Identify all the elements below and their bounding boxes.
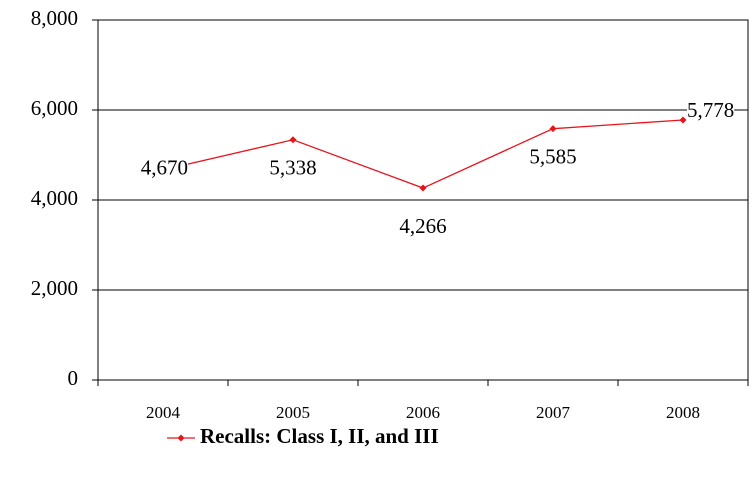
series-line [162,119,684,189]
point [419,184,427,192]
x-tick-label: 2008 [666,403,700,422]
y-tick-label: 2,000 [31,276,78,300]
y-tick-label: 4,000 [31,186,78,210]
point [289,136,297,144]
data-label: 4,266 [399,214,446,238]
label-bg [399,213,447,238]
label-bg [140,155,188,180]
y-tick-label: 0 [68,366,79,390]
point [549,125,557,133]
x-tick-label: 2005 [276,403,310,422]
data-label: 5,585 [529,144,576,168]
y-tick-label: 8,000 [31,6,78,30]
x-tick-label: 2006 [406,403,440,422]
x-tick-label: 2004 [146,403,181,422]
x-tick-label: 2007 [536,403,571,422]
y-tick-label: 6,000 [31,96,78,120]
data-label: 5,338 [269,156,316,180]
data-label: 5,778 [687,98,734,122]
point [679,116,687,124]
data-label: 4,670 [141,156,188,180]
label-bg [687,97,735,122]
label-bg [529,144,577,169]
label-bg [269,155,317,180]
legend-label: Recalls: Class I, II, and III [200,424,439,448]
legend-marker [177,434,185,442]
